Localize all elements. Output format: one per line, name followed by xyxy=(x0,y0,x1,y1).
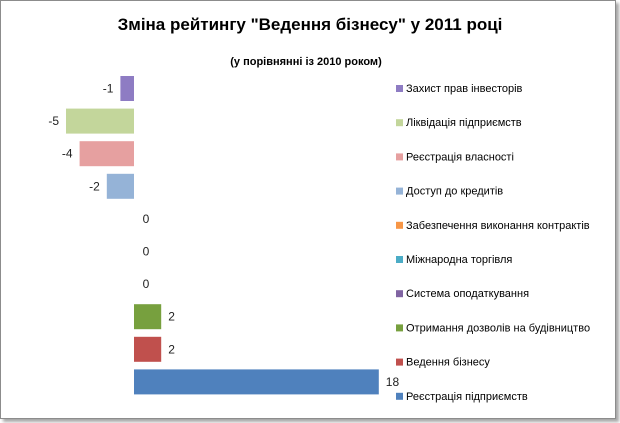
legend-label-8: Отримання дозволів на будівництво xyxy=(406,322,590,334)
legend-label-4: Доступ до кредитів xyxy=(406,186,503,198)
legend-label-9: Ведення бізнесу xyxy=(406,357,490,369)
bar-9 xyxy=(134,336,162,362)
data-label-9: 2 xyxy=(168,342,175,356)
bar-1 xyxy=(120,76,134,101)
data-label-10: 18 xyxy=(386,375,400,389)
legend-label-3: Реєстрація власності xyxy=(406,151,514,163)
data-label-2: -5 xyxy=(48,114,59,128)
legend-swatch-3 xyxy=(396,153,403,161)
data-label-6: 0 xyxy=(143,245,150,259)
bar-8 xyxy=(134,304,162,330)
legend-label-5: Забезпечення виконання контрактів xyxy=(406,220,590,232)
legend-swatch-5 xyxy=(396,221,403,229)
data-label-3: -4 xyxy=(62,147,73,161)
legend-swatch-9 xyxy=(396,358,403,366)
data-label-8: 2 xyxy=(168,310,175,324)
bar-2 xyxy=(66,108,134,134)
data-label-4: -2 xyxy=(89,179,100,193)
data-label-1: -1 xyxy=(103,82,114,96)
data-label-5: 0 xyxy=(143,212,150,226)
legend-swatch-8 xyxy=(396,324,403,332)
bars-group: -1 -5 -4 -2 0 0 0 2 2 18 xyxy=(48,76,400,395)
legend-swatch-10 xyxy=(396,392,403,400)
legend-swatch-4 xyxy=(396,187,403,195)
legend-label-7: Система оподаткування xyxy=(406,288,529,300)
bar-10 xyxy=(134,369,379,395)
chart-subtitle: (у порівнянні із 2010 роком) xyxy=(230,56,382,68)
legend-swatch-6 xyxy=(396,256,403,263)
legend-swatch-7 xyxy=(396,290,403,298)
legend-swatch-2 xyxy=(396,119,403,127)
chart-title: Зміна рейтингу "Ведення бізнесу" у 2011 … xyxy=(118,15,503,34)
bar-3 xyxy=(79,141,134,167)
data-label-7: 0 xyxy=(143,277,150,291)
legend: Захист прав інвесторів Ліквідація підприє… xyxy=(396,83,590,403)
legend-label-1: Захист прав інвесторів xyxy=(406,83,523,95)
legend-swatch-1 xyxy=(396,85,403,92)
bar-4 xyxy=(106,173,134,199)
legend-label-6: Міжнародна торгівля xyxy=(406,254,512,266)
legend-label-2: Ліквідація підприємств xyxy=(406,117,522,129)
legend-label-10: Реєстрація підприємств xyxy=(406,391,528,403)
